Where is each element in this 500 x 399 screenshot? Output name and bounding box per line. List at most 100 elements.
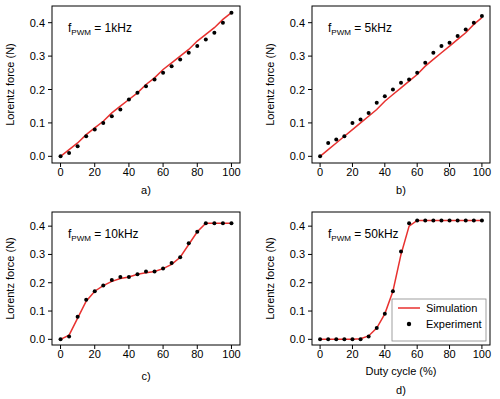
x-tick-label: 100 [473,348,491,360]
experiment-point [391,88,395,92]
annotation-sub: PWM [71,28,91,37]
legend-box [392,299,486,341]
y-axis-label: Lorentz force (N) [264,237,276,320]
y-tick [308,22,312,23]
experiment-point [423,218,427,222]
experiment-point [326,337,330,341]
y-tick [308,282,312,283]
experiment-point [350,121,354,125]
x-tick-label: 20 [346,166,358,178]
experiment-point [367,335,371,339]
x-tick-label: 0 [57,348,63,360]
experiment-point [67,335,71,339]
experiment-point [195,230,199,234]
annotation: fPWM = 1kHz [68,21,132,37]
annotation: fPWM = 5kHz [328,21,392,37]
y-tick [308,56,312,57]
experiment-point [212,31,216,35]
experiment-point [456,218,460,222]
experiment-point [367,111,371,115]
annotation-rest: = 50kHz [351,227,399,241]
experiment-point [448,41,452,45]
experiment-point [153,77,157,81]
experiment-point [161,71,165,75]
experiment-point [480,218,484,222]
y-tick-label: 0.0 [30,333,45,345]
x-tick-label: 60 [157,166,169,178]
x-tick-label: 0 [317,348,323,360]
experiment-point [135,91,139,95]
experiment-point [334,337,338,341]
x-tick-label: 80 [443,348,455,360]
y-tick-label: 0.3 [30,248,45,260]
y-tick [308,311,312,312]
x-tick-label: 20 [89,166,101,178]
y-tick [48,22,52,23]
y-tick-label: 0.4 [290,17,305,29]
experiment-point [93,128,97,132]
experiment-point [359,337,363,341]
y-tick [48,156,52,157]
simulation-line [320,18,482,157]
legend-line [398,307,420,309]
y-axis-label: Lorentz force (N) [4,237,16,320]
y-tick [308,226,312,227]
panel: 0204060801000.00.10.20.30.4Lorentz force… [264,6,491,196]
experiment-point [153,269,157,273]
annotation: fPWM = 50kHz [328,227,399,243]
x-tick-label: 60 [411,166,423,178]
y-tick-label: 0.1 [30,117,45,129]
y-tick-label: 0.3 [290,50,305,62]
plot-frame [52,212,240,345]
x-tick-label: 40 [379,166,391,178]
x-tick-label: 100 [222,348,240,360]
experiment-point [415,71,419,75]
experiment-point [399,250,403,254]
experiment-point [229,221,233,225]
experiment-point [135,272,139,276]
annotation-sub: PWM [71,234,91,243]
legend-label: Simulation [426,302,477,314]
experiment-point [221,21,225,25]
y-tick [308,156,312,157]
experiment-point [407,77,411,81]
y-tick-label: 0.0 [30,150,45,162]
experiment-point [415,218,419,222]
experiment-point [472,218,476,222]
x-tick-label: 40 [123,166,135,178]
x-tick-label: 80 [443,166,455,178]
simulation-line [61,13,232,157]
experiment-point [464,27,468,31]
y-tick [308,339,312,340]
experiment-point [118,108,122,112]
x-tick-label: 40 [379,348,391,360]
y-tick-label: 0.4 [30,220,45,232]
panel: 0204060801000.00.10.20.30.4Lorentz force… [4,212,241,382]
y-tick [48,122,52,123]
y-tick-label: 0.2 [290,84,305,96]
experiment-point [456,34,460,38]
experiment-point [170,261,174,265]
y-tick [48,282,52,283]
y-tick [48,339,52,340]
x-tick-label: 60 [411,348,423,360]
experiment-point [67,151,71,155]
experiment-point [178,57,182,61]
y-tick-label: 0.0 [290,333,305,345]
experiment-point [144,269,148,273]
experiment-point [375,101,379,105]
y-tick [48,89,52,90]
experiment-point [472,21,476,25]
experiment-point [84,134,88,138]
experiment-point [383,312,387,316]
x-tick-label: 0 [317,166,323,178]
experiment-point [439,218,443,222]
legend-label: Experiment [426,318,482,330]
experiment-point [221,221,225,225]
y-tick [308,89,312,90]
experiment-point [326,141,330,145]
y-tick [48,311,52,312]
panel-label: b) [396,184,406,196]
experiment-point [187,241,191,245]
x-tick-label: 60 [157,348,169,360]
